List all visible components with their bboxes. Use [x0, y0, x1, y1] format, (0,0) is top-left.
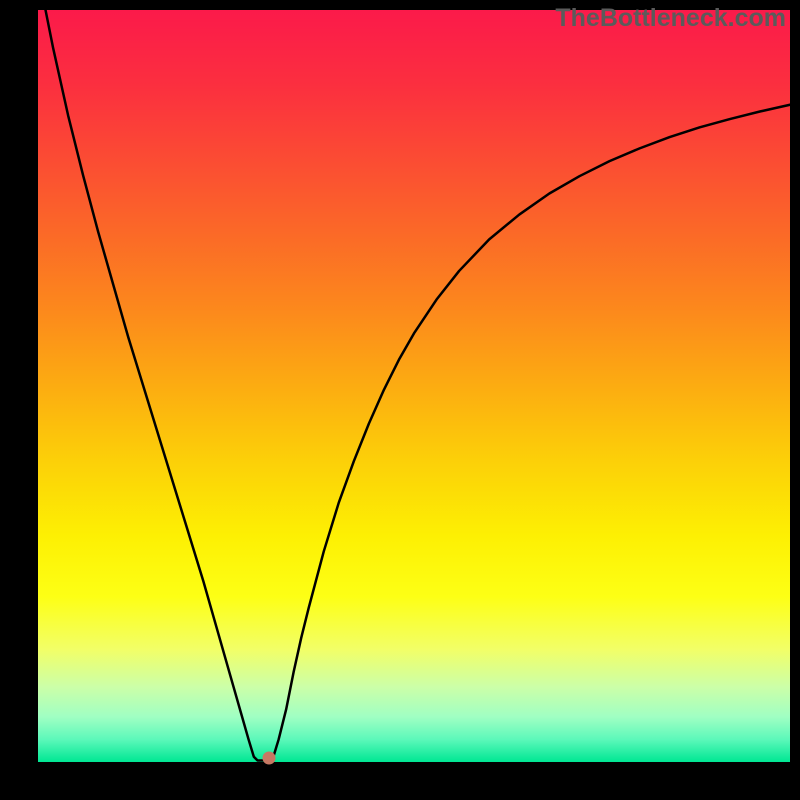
curve-path — [46, 10, 790, 761]
plot-area — [38, 10, 790, 762]
minimum-marker — [262, 752, 275, 765]
source-label: TheBottleneck.com — [555, 4, 786, 33]
chart-frame: TheBottleneck.com — [0, 0, 800, 800]
bottleneck-curve — [38, 10, 790, 762]
